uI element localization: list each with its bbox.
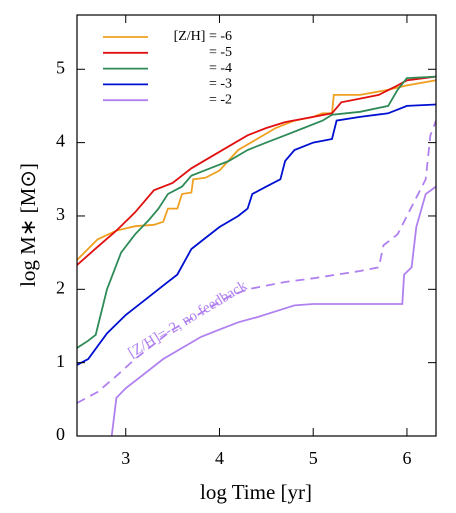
legend-label: [Z/H] = -6 [174,29,232,44]
y-tick-label: 2 [56,277,65,297]
legend-label: = -5 [209,45,232,60]
series-line [77,120,436,404]
legend-label: = -2 [209,92,232,107]
y-tick-label: 3 [56,204,65,224]
legend-label: = -4 [209,61,232,76]
series-line [77,75,436,266]
x-tick-label: 5 [309,448,318,468]
plot-frame [76,14,437,437]
y-axis-label: log M∗ [M⊙] [16,163,40,287]
x-axis-label: log Time [yr] [200,480,312,504]
series-line [77,79,436,261]
plot-lines [77,75,436,436]
x-tick-label: 6 [402,448,411,468]
y-tick-label: 0 [56,424,65,444]
legend-label: = -3 [209,77,232,92]
annotation: [Z/H]=-2, no feedback [126,278,251,362]
series-line [77,103,436,366]
series-line [110,185,436,436]
y-tick-label: 1 [56,351,65,371]
x-tick-label: 3 [121,448,130,468]
y-tick-label: 5 [56,57,65,77]
y-tick-label: 4 [56,131,65,151]
series-line [77,75,436,349]
x-tick-label: 4 [215,448,224,468]
